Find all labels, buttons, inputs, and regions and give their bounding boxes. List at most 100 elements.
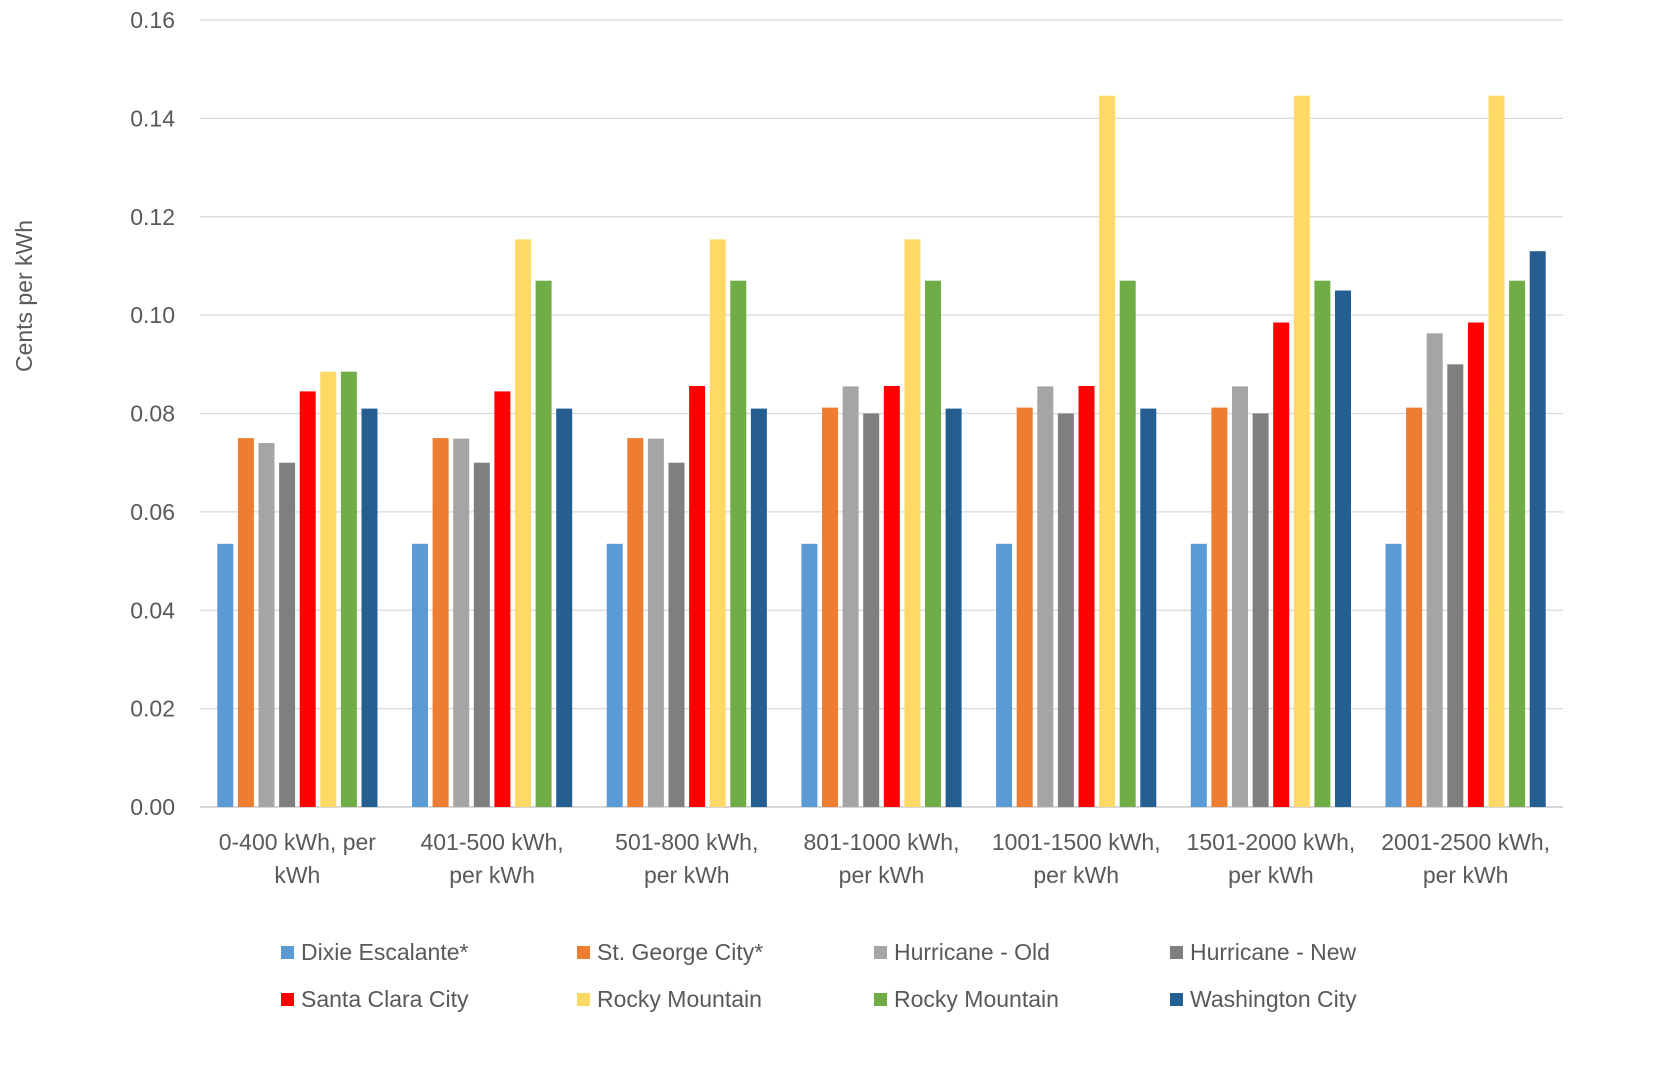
bar [1078, 386, 1095, 807]
legend-swatch [1170, 945, 1183, 959]
bars [217, 95, 1546, 807]
y-axis-label: Cents per kWh [11, 220, 37, 372]
x-tick-label: 801-1000 kWh, per kWh [804, 829, 960, 888]
bar [863, 413, 880, 807]
bar [515, 239, 531, 807]
y-tick-label: 0.00 [130, 794, 175, 820]
bar [1211, 407, 1228, 807]
bar [320, 371, 337, 807]
bar [237, 438, 254, 807]
legend-label: Dixie Escalante* [301, 938, 469, 965]
legend-swatch [281, 945, 294, 959]
bar [1140, 408, 1157, 807]
y-axis-ticks: 0.00 0.02 0.04 0.06 0.08 0.10 0.12 0.14 0.16 [130, 7, 175, 820]
x-tick-label: 0-400 kWh, per kWh [219, 829, 377, 888]
bar [279, 462, 296, 807]
y-tick-label: 0.14 [130, 105, 175, 131]
y-tick-label: 0.06 [130, 499, 175, 525]
legend-label: Rocky Mountain [597, 985, 762, 1012]
bar [945, 408, 962, 807]
y-tick-label: 0.02 [130, 696, 175, 722]
bar [1447, 364, 1464, 807]
bar [1426, 333, 1443, 807]
bar [1529, 251, 1546, 807]
bar [1467, 322, 1484, 807]
bar [1057, 413, 1074, 807]
legend-label: Santa Clara City [301, 985, 469, 1012]
bar [1232, 386, 1248, 807]
y-tick-label: 0.04 [130, 597, 175, 623]
bar [217, 543, 234, 807]
bar [925, 280, 941, 807]
bar [1099, 95, 1116, 807]
bar [1314, 280, 1331, 807]
bar [299, 391, 316, 807]
legend-item: Rocky Mountain [577, 983, 762, 1015]
bar [709, 239, 726, 807]
legend-label: St. George City* [597, 938, 764, 965]
bar [842, 386, 859, 807]
bar-chart: 0.00 0.02 0.04 0.06 0.08 0.10 0.12 0.14 0.16 0-4… [11, 7, 1563, 888]
bar [432, 438, 449, 807]
bar [606, 543, 623, 807]
bar [535, 280, 552, 807]
x-tick-label: 1501-2000 kWh, per kWh [1187, 829, 1356, 888]
y-tick-label: 0.16 [130, 7, 175, 33]
legend-item: St. George City* [577, 936, 763, 968]
bar [801, 543, 818, 807]
bar [1509, 280, 1526, 807]
bar [1488, 95, 1505, 807]
bar [1273, 322, 1290, 807]
legend-swatch [577, 945, 590, 959]
x-tick-label: 1001-1500 kWh, per kWh [992, 829, 1161, 888]
bar [556, 408, 573, 807]
bar [412, 543, 428, 807]
bar [668, 462, 685, 807]
legend-swatch [1170, 992, 1183, 1006]
y-tick-label: 0.08 [130, 401, 175, 427]
bar [1385, 543, 1402, 807]
bar [627, 438, 644, 807]
legend-label: Hurricane - New [1190, 938, 1357, 965]
bar [730, 280, 747, 807]
x-tick-label: 501-800 kWh, per kWh [615, 829, 758, 888]
bar [904, 239, 921, 807]
legend-item: Santa Clara City [281, 983, 468, 1015]
bar [996, 543, 1013, 807]
bar [1252, 413, 1269, 807]
bar [1016, 407, 1033, 807]
legend-item: Washington City [1170, 983, 1357, 1015]
legend-label: Washington City [1190, 985, 1357, 1012]
bar [647, 438, 664, 807]
y-tick-label: 0.10 [130, 302, 175, 328]
bar [494, 391, 511, 807]
gridlines [200, 19, 1563, 808]
bar [822, 407, 838, 807]
y-tick-label: 0.12 [130, 204, 175, 230]
bar [361, 408, 378, 807]
bar [473, 462, 490, 807]
legend-item: Rocky Mountain [874, 983, 1059, 1015]
bar [453, 438, 470, 807]
legend-item: Hurricane - New [1170, 936, 1356, 968]
bar [883, 386, 900, 807]
bar [1406, 407, 1423, 807]
legend-swatch [577, 992, 590, 1006]
x-tick-label: 401-500 kWh, per kWh [420, 829, 563, 888]
bar [1293, 95, 1310, 807]
bar [1037, 386, 1054, 807]
legend-swatch [874, 992, 887, 1006]
legend-swatch [874, 945, 887, 959]
x-tick-label: 2001-2500 kWh, per kWh [1381, 829, 1550, 888]
legend: Dixie Escalante* St. George City* Hurrican… [0, 939, 1661, 1077]
bar [689, 386, 706, 807]
bar [1190, 543, 1207, 807]
bar [1335, 290, 1351, 807]
bar [258, 443, 275, 807]
legend-label: Rocky Mountain [894, 985, 1059, 1012]
x-axis-ticks: 0-400 kWh, per kWh 401-500 kWh, per kWh 501-… [219, 829, 1550, 888]
bar [340, 371, 357, 807]
legend-swatch [281, 992, 294, 1006]
legend-item: Dixie Escalante* [281, 936, 468, 968]
bar [1119, 280, 1136, 807]
